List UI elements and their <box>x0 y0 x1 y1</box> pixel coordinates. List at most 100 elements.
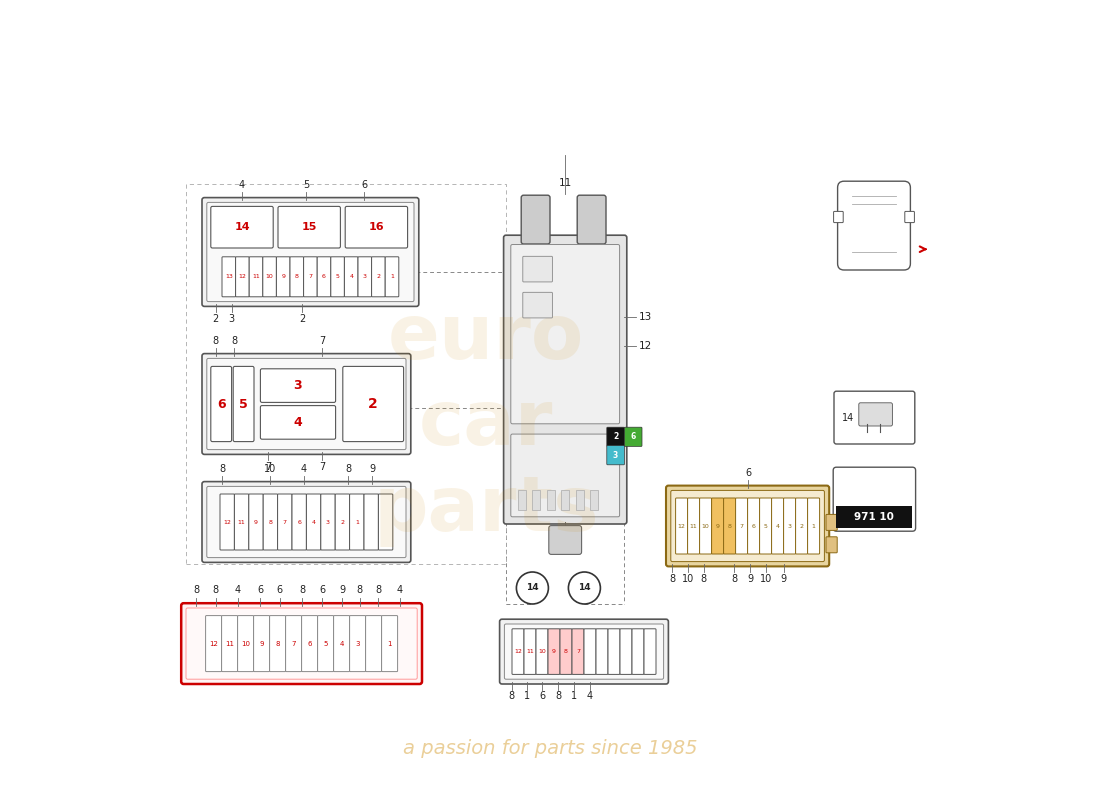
Text: 7: 7 <box>739 523 744 529</box>
FancyBboxPatch shape <box>795 498 807 554</box>
Text: 5: 5 <box>302 180 309 190</box>
Text: 8: 8 <box>669 574 675 584</box>
Text: 5: 5 <box>763 523 768 529</box>
FancyBboxPatch shape <box>560 629 572 674</box>
Text: 4: 4 <box>587 691 593 701</box>
Bar <box>590 490 598 510</box>
Text: 5: 5 <box>239 398 248 410</box>
FancyBboxPatch shape <box>632 629 644 674</box>
Text: 12: 12 <box>209 641 218 646</box>
Text: 9: 9 <box>781 574 786 584</box>
FancyBboxPatch shape <box>578 195 606 244</box>
Text: 1: 1 <box>387 641 392 646</box>
Text: 7: 7 <box>292 641 296 646</box>
Text: 1: 1 <box>524 691 530 701</box>
Text: 8: 8 <box>554 691 561 701</box>
Text: 9: 9 <box>254 519 258 525</box>
Text: 1: 1 <box>812 523 815 529</box>
FancyBboxPatch shape <box>317 257 331 297</box>
FancyBboxPatch shape <box>736 498 748 554</box>
FancyBboxPatch shape <box>221 616 238 672</box>
FancyBboxPatch shape <box>321 494 336 550</box>
FancyBboxPatch shape <box>304 257 317 297</box>
FancyBboxPatch shape <box>238 616 254 672</box>
FancyBboxPatch shape <box>572 629 584 674</box>
Text: 2: 2 <box>299 314 305 323</box>
FancyBboxPatch shape <box>522 256 552 282</box>
FancyBboxPatch shape <box>510 245 619 424</box>
FancyBboxPatch shape <box>350 494 364 550</box>
FancyBboxPatch shape <box>270 616 286 672</box>
Text: 8: 8 <box>730 574 737 584</box>
Text: 8: 8 <box>508 691 515 701</box>
Text: 8: 8 <box>299 586 305 595</box>
Text: 2: 2 <box>368 397 378 411</box>
Text: 8: 8 <box>295 274 299 279</box>
Text: 4: 4 <box>340 641 344 646</box>
Text: 2: 2 <box>376 274 381 279</box>
Text: 16: 16 <box>368 222 384 232</box>
FancyBboxPatch shape <box>760 498 771 554</box>
Text: 12: 12 <box>514 649 521 654</box>
Text: 12: 12 <box>678 523 685 529</box>
Text: 3: 3 <box>788 523 792 529</box>
FancyBboxPatch shape <box>549 526 582 554</box>
FancyBboxPatch shape <box>235 257 250 297</box>
Text: 6: 6 <box>539 691 546 701</box>
FancyBboxPatch shape <box>504 235 627 524</box>
Text: 10: 10 <box>682 574 694 584</box>
Text: 11: 11 <box>252 274 260 279</box>
Text: 11: 11 <box>690 523 697 529</box>
FancyBboxPatch shape <box>607 427 625 446</box>
Text: 9: 9 <box>339 586 345 595</box>
FancyBboxPatch shape <box>182 603 422 684</box>
FancyBboxPatch shape <box>202 482 410 562</box>
Text: 7: 7 <box>576 649 580 654</box>
FancyBboxPatch shape <box>345 206 408 248</box>
FancyBboxPatch shape <box>905 211 914 222</box>
Text: 11: 11 <box>238 519 245 525</box>
FancyBboxPatch shape <box>202 354 410 454</box>
Text: 14: 14 <box>579 583 591 593</box>
Text: 8: 8 <box>212 586 219 595</box>
Text: 2: 2 <box>340 519 344 525</box>
Text: 9: 9 <box>370 463 375 474</box>
Text: 10: 10 <box>538 649 546 654</box>
Text: 3: 3 <box>326 519 330 525</box>
Text: 3: 3 <box>355 641 360 646</box>
FancyBboxPatch shape <box>859 402 892 426</box>
FancyBboxPatch shape <box>207 486 406 558</box>
FancyBboxPatch shape <box>343 366 404 442</box>
Text: 8: 8 <box>701 574 706 584</box>
Text: 8: 8 <box>345 463 352 474</box>
Text: 7: 7 <box>319 336 326 346</box>
Text: 11: 11 <box>526 649 534 654</box>
Bar <box>532 490 540 510</box>
FancyBboxPatch shape <box>625 427 642 446</box>
Text: 4: 4 <box>239 180 245 190</box>
Text: 6: 6 <box>217 398 226 410</box>
FancyBboxPatch shape <box>688 498 700 554</box>
Text: 13: 13 <box>639 312 652 322</box>
Text: 9: 9 <box>260 641 264 646</box>
Text: 2: 2 <box>212 314 219 323</box>
Text: 4: 4 <box>235 586 241 595</box>
Text: 3: 3 <box>613 450 618 460</box>
Text: 8: 8 <box>231 336 238 346</box>
Text: 6: 6 <box>297 519 301 525</box>
Text: 8: 8 <box>219 463 225 474</box>
FancyBboxPatch shape <box>331 257 344 297</box>
FancyBboxPatch shape <box>382 616 397 672</box>
Text: euro
car
parts: euro car parts <box>373 302 598 546</box>
Text: 7: 7 <box>319 462 326 472</box>
Text: 15: 15 <box>301 222 317 232</box>
Text: 2: 2 <box>613 432 618 442</box>
Bar <box>575 490 584 510</box>
Text: 8: 8 <box>728 523 732 529</box>
FancyBboxPatch shape <box>350 616 365 672</box>
Circle shape <box>569 572 601 604</box>
Text: 8: 8 <box>564 649 568 654</box>
Text: 4: 4 <box>294 416 302 429</box>
FancyBboxPatch shape <box>372 257 385 297</box>
FancyBboxPatch shape <box>499 619 669 684</box>
